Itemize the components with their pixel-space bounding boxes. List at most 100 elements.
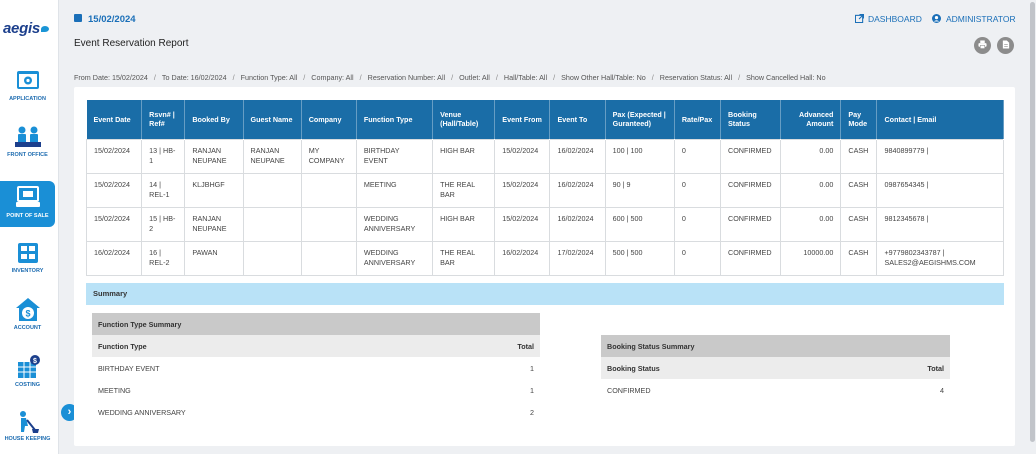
export-button[interactable] — [997, 37, 1014, 54]
print-button[interactable] — [974, 37, 991, 54]
col-guest-name[interactable]: Guest Name — [243, 100, 302, 139]
costing-icon: $ — [17, 355, 40, 378]
booking-status-summary-table: Booking Status Summary Booking Status To… — [601, 335, 950, 401]
cell-pax: 100 | 100 — [604, 138, 675, 174]
cell-booking-status: CONFIRMED — [719, 206, 782, 242]
sidebar-expand-button[interactable]: › — [61, 404, 78, 421]
table-row[interactable]: 15/02/2024 13 | HB-1 RANJAN NEUPANE RANJ… — [85, 138, 1004, 174]
table-row[interactable]: 16/02/2024 16 | REL-2 PAWAN WEDDING ANNI… — [85, 240, 1004, 276]
cell-advanced-amount: 0.00 — [780, 172, 842, 208]
user-menu[interactable]: ADMINISTRATOR — [932, 14, 1016, 24]
sidebar-item-label: FRONT OFFICE — [7, 152, 48, 158]
col-event-date[interactable]: Event Date — [86, 100, 143, 139]
cell-rate-pax: 0 — [673, 240, 722, 276]
col-function-type[interactable]: Function Type — [356, 100, 434, 139]
housekeeping-icon — [19, 411, 39, 433]
filter-show-cancelled: Show Cancelled Hall: No — [746, 73, 826, 82]
cell-function-type: WEDDING ANNIVERSARY — [355, 240, 434, 276]
cell-event-to: 16/02/2024 — [549, 172, 606, 208]
cell-event-from: 15/02/2024 — [494, 172, 551, 208]
cell-rate-pax: 0 — [673, 138, 722, 174]
col-rsvn-ref[interactable]: Rsvn# | Ref# — [141, 100, 186, 139]
cell-booked-by: KLJBHGF — [184, 172, 244, 208]
total-col-header: Total — [842, 357, 950, 379]
col-venue[interactable]: Venue (Hall/Table) — [432, 100, 496, 139]
cell-pay-mode: CASH — [840, 138, 878, 174]
cell-event-to: 17/02/2024 — [549, 240, 606, 276]
svg-text:$: $ — [25, 309, 30, 319]
sidebar-item-label: COSTING — [14, 382, 41, 388]
col-contact-email[interactable]: Contact | Email — [876, 100, 1004, 139]
cell-contact-email: 9840899779 | — [876, 138, 1004, 174]
dashboard-link[interactable]: DASHBOARD — [854, 13, 922, 24]
page-title: Event Reservation Report — [74, 38, 189, 49]
booking-status-summary-caption: Booking Status Summary — [601, 335, 950, 357]
cell-booked-by: PAWAN — [184, 240, 244, 276]
cell-venue: THE REAL BAR — [432, 172, 496, 208]
cell-booked-by: RANJAN NEUPANE — [184, 138, 244, 174]
cell-company — [300, 240, 357, 276]
col-company[interactable]: Company — [301, 100, 357, 139]
cell-pay-mode: CASH — [840, 206, 878, 242]
document-icon — [1002, 40, 1009, 49]
sidebar-item-housekeeping[interactable]: HOUSE KEEPING — [0, 410, 55, 454]
col-pay-mode[interactable]: Pay Mode — [840, 100, 878, 139]
cell-rate-pax: 0 — [673, 172, 722, 208]
sidebar-item-inventory[interactable]: INVENTORY — [0, 240, 55, 286]
current-date: 15/02/2024 — [74, 14, 136, 25]
cell-event-date: 15/02/2024 — [85, 138, 143, 174]
cell-contact-email: 9812345678 | — [876, 206, 1004, 242]
table-row[interactable]: 15/02/2024 14 | REL-1 KLJBHGF MEETING TH… — [85, 172, 1004, 208]
cell-pax: 600 | 500 — [604, 206, 675, 242]
col-booked-by[interactable]: Booked By — [184, 100, 244, 139]
col-event-from[interactable]: Event From — [494, 100, 551, 139]
front-office-icon — [14, 126, 41, 147]
sidebar-item-label: INVENTORY — [11, 268, 44, 274]
col-booking-status[interactable]: Booking Status — [720, 100, 782, 139]
cell-booked-by: RANJAN NEUPANE — [184, 206, 244, 242]
cell-advanced-amount: 0.00 — [780, 206, 842, 242]
sidebar-item-costing[interactable]: $ COSTING — [0, 354, 55, 400]
cell-pay-mode: CASH — [840, 240, 878, 276]
summary-function-name: BIRTHDAY EVENT — [98, 363, 160, 373]
sidebar-item-front-office[interactable]: FRONT OFFICE — [0, 124, 55, 170]
function-type-col-header: Function Type — [92, 335, 441, 357]
filter-reservation-status: Reservation Status: All — [659, 73, 733, 82]
col-pax[interactable]: Pax (Expected | Guranteed) — [605, 100, 675, 139]
cell-guest-name — [242, 206, 302, 242]
summary-function-total: 1 — [530, 385, 534, 395]
summary-status-total: 4 — [940, 385, 944, 395]
col-advanced-amount[interactable]: Advanced Amount — [780, 100, 842, 139]
cell-contact-email: +9779802343787 | SALES2@AEGISHMS.COM — [876, 240, 1004, 276]
cell-event-from: 15/02/2024 — [494, 206, 551, 242]
sidebar-item-account[interactable]: $ ACCOUNT — [0, 297, 55, 343]
cell-event-to: 16/02/2024 — [549, 138, 606, 174]
sidebar-item-label: HOUSE KEEPING — [4, 436, 51, 442]
summary-row: CONFIRMED 4 — [601, 379, 950, 401]
cell-guest-name — [242, 240, 302, 276]
account-icon: $ — [15, 298, 40, 321]
cell-rate-pax: 0 — [673, 206, 722, 242]
filter-company: Company: All — [311, 73, 354, 82]
function-type-summary-caption: Function Type Summary — [92, 313, 540, 335]
reservation-table: Event Date Rsvn# | Ref# Booked By Guest … — [85, 100, 1004, 276]
summary-header: Summary — [86, 283, 1004, 305]
sidebar-item-application[interactable]: APPLICATION — [0, 68, 55, 114]
filter-outlet: Outlet: All — [459, 73, 490, 82]
total-col-header: Total — [440, 335, 540, 357]
scrollbar-thumb[interactable] — [1030, 2, 1035, 442]
aegis-logo[interactable]: aegis — [3, 20, 49, 37]
user-icon — [932, 14, 941, 23]
function-type-summary-table: Function Type Summary Function Type Tota… — [92, 313, 540, 423]
cell-event-date: 15/02/2024 — [85, 172, 143, 208]
print-icon — [978, 40, 987, 49]
external-link-icon — [854, 13, 865, 24]
sidebar-item-point-of-sale[interactable]: POINT OF SALE — [0, 181, 55, 227]
cell-venue: THE REAL BAR — [432, 240, 496, 276]
application-icon — [16, 71, 39, 89]
table-row[interactable]: 15/02/2024 15 | HB-2 RANJAN NEUPANE WEDD… — [85, 206, 1004, 242]
summary-function-name: MEETING — [98, 385, 131, 395]
col-event-to[interactable]: Event To — [549, 100, 606, 139]
col-rate-pax[interactable]: Rate/Pax — [674, 100, 722, 139]
cell-function-type: MEETING — [355, 172, 434, 208]
